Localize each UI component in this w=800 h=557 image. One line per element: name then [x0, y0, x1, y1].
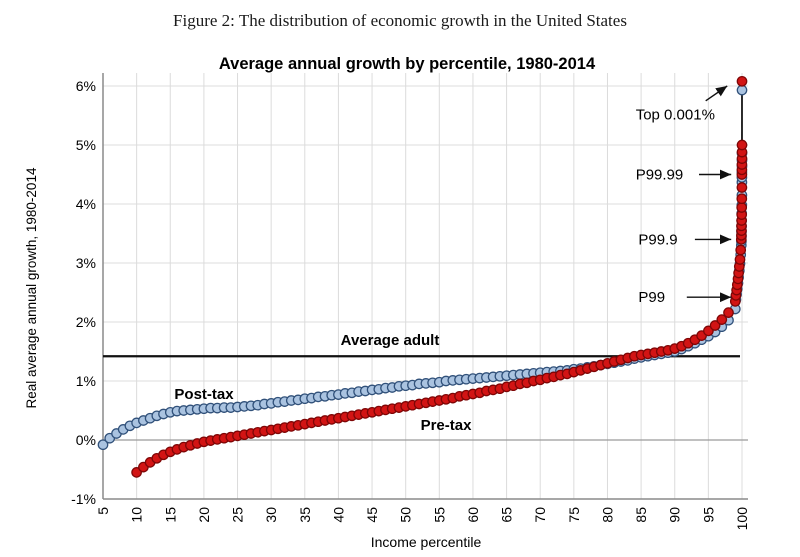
y-tick-label: 2% — [76, 314, 96, 330]
y-tick-label: -1% — [71, 491, 96, 507]
x-tick-label: 5 — [95, 507, 111, 515]
x-tick-label: 65 — [499, 507, 515, 523]
pre-tax-series — [131, 75, 748, 478]
x-tick-label: 20 — [196, 507, 212, 523]
post-tax-point — [97, 439, 109, 451]
post-tax-series-label: Post-tax — [174, 386, 234, 403]
y-tick-label: 4% — [76, 196, 96, 212]
pre-tax-point — [735, 244, 747, 256]
y-tick-label: 1% — [76, 373, 96, 389]
x-tick-label: 55 — [431, 507, 447, 523]
y-tick-label: 3% — [76, 255, 96, 271]
x-tick-label: 100 — [734, 507, 750, 531]
x-tick-label: 80 — [599, 507, 615, 523]
x-tick-label: 10 — [129, 507, 145, 523]
x-tick-label: 35 — [297, 507, 313, 523]
annotation-label: P99.99 — [636, 167, 684, 184]
x-tick-label: 60 — [465, 507, 481, 523]
pre-tax-point — [736, 202, 748, 213]
x-tick-label: 25 — [230, 507, 246, 523]
pre-tax-point — [736, 193, 748, 205]
chart-title: Average annual growth by percentile, 198… — [219, 55, 596, 73]
x-tick-label: 95 — [700, 507, 716, 523]
x-tick-label: 45 — [364, 507, 380, 523]
x-tick-label: 15 — [162, 507, 178, 523]
pre-tax-point — [709, 320, 721, 331]
pre-tax-point — [736, 75, 748, 87]
post-tax-point — [736, 84, 748, 96]
pre-tax-point — [734, 254, 746, 265]
x-tick-label: 75 — [566, 507, 582, 523]
x-tick-label: 90 — [667, 507, 683, 523]
figure-caption: Figure 2: The distribution of economic g… — [173, 11, 627, 30]
pre-tax-point — [736, 139, 748, 151]
pre-tax-point — [723, 307, 734, 318]
annotations-layer: Top 0.001% P99.99 P99.9 P99 — [636, 85, 732, 306]
x-tick-label: 85 — [633, 507, 649, 523]
annotation-label: Top 0.001% — [636, 106, 715, 123]
x-tick-label: 30 — [263, 507, 279, 523]
x-tick-label: 70 — [532, 507, 548, 523]
axis-frame — [102, 73, 748, 500]
annotation-label: P99 — [638, 289, 665, 306]
pre-tax-point — [716, 314, 728, 325]
x-axis-title: Income percentile — [371, 534, 482, 550]
x-tick-label: 40 — [330, 507, 346, 523]
y-tick-label: 6% — [76, 78, 96, 94]
gridlines — [103, 73, 748, 499]
average-adult-label: Average adult — [341, 332, 440, 349]
axis-tick-labels: 6% 5% 4% 3% 2% 1% 0% -1%5 10 15 20 25 30 35 40 45 50 55 60… — [71, 78, 750, 530]
y-axis-title: Real average annual growth, 1980-2014 — [24, 167, 39, 408]
pre-tax-point — [736, 182, 748, 193]
annotation-arrow — [705, 85, 728, 102]
y-tick-label: 0% — [76, 432, 96, 448]
y-tick-label: 5% — [76, 137, 96, 153]
annotation-label: P99.9 — [638, 231, 677, 248]
data-points-layer — [97, 75, 748, 478]
pre-tax-series-label: Pre-tax — [421, 417, 473, 434]
x-tick-label: 50 — [398, 507, 414, 523]
